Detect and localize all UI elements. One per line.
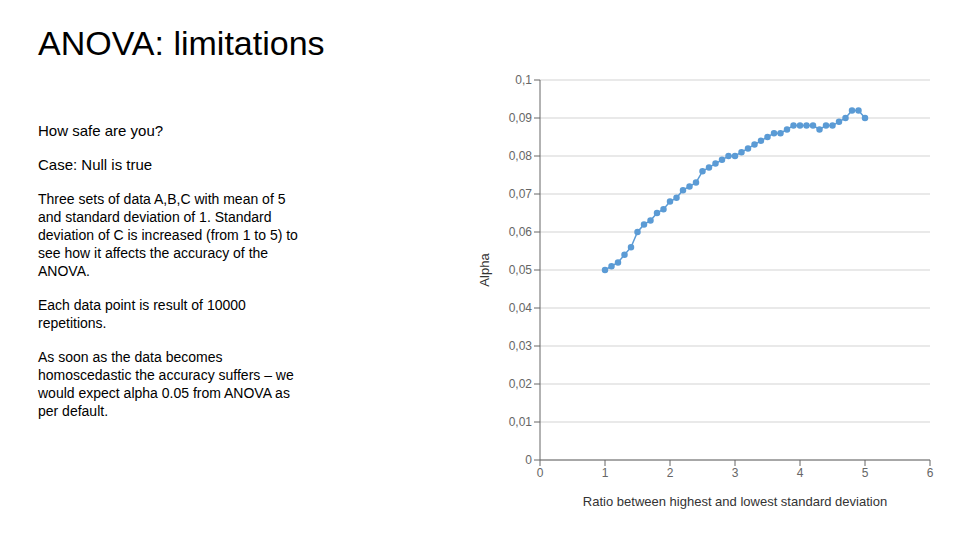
html-text:Three sets of data A,B,C with: Three sets of data A,B,C with mean of 5 … bbox=[38, 191, 298, 279]
svg-text:0,07: 0,07 bbox=[509, 187, 533, 201]
svg-text:0,03: 0,03 bbox=[509, 339, 533, 353]
svg-text:0,06: 0,06 bbox=[509, 225, 533, 239]
svg-text:0,1: 0,1 bbox=[515, 73, 532, 87]
svg-text:1: 1 bbox=[602, 466, 609, 480]
svg-text:0,02: 0,02 bbox=[509, 377, 533, 391]
svg-text:5: 5 bbox=[862, 466, 869, 480]
svg-text:Ratio between highest and lowe: Ratio between highest and lowest standar… bbox=[583, 494, 887, 509]
svg-text:4: 4 bbox=[797, 466, 804, 480]
html-text:How safe are you?: How safe are you? bbox=[38, 122, 164, 139]
html-text:Each data point is result of 1: Each data point is result of 10000 repet… bbox=[38, 297, 246, 331]
svg-text:0,09: 0,09 bbox=[509, 111, 533, 125]
svg-text:0: 0 bbox=[525, 453, 532, 467]
html-text:Case: Null is true: Case: Null is true bbox=[38, 156, 153, 173]
svg-text:Alpha: Alpha bbox=[477, 253, 492, 287]
svg-text:2: 2 bbox=[667, 466, 674, 480]
svg-text:0: 0 bbox=[537, 466, 544, 480]
html-text:ANOVA: limitations: ANOVA: limitations bbox=[38, 24, 325, 62]
svg-text:3: 3 bbox=[732, 466, 739, 480]
html-text:As soon as the data becomes ho: As soon as the data becomes homoscedasti… bbox=[38, 349, 294, 419]
svg-text:0,05: 0,05 bbox=[509, 263, 533, 277]
svg-text:0,04: 0,04 bbox=[509, 301, 533, 315]
svg-text:0,01: 0,01 bbox=[509, 415, 533, 429]
svg-text:6: 6 bbox=[927, 466, 934, 480]
svg-text:0,08: 0,08 bbox=[509, 149, 533, 163]
